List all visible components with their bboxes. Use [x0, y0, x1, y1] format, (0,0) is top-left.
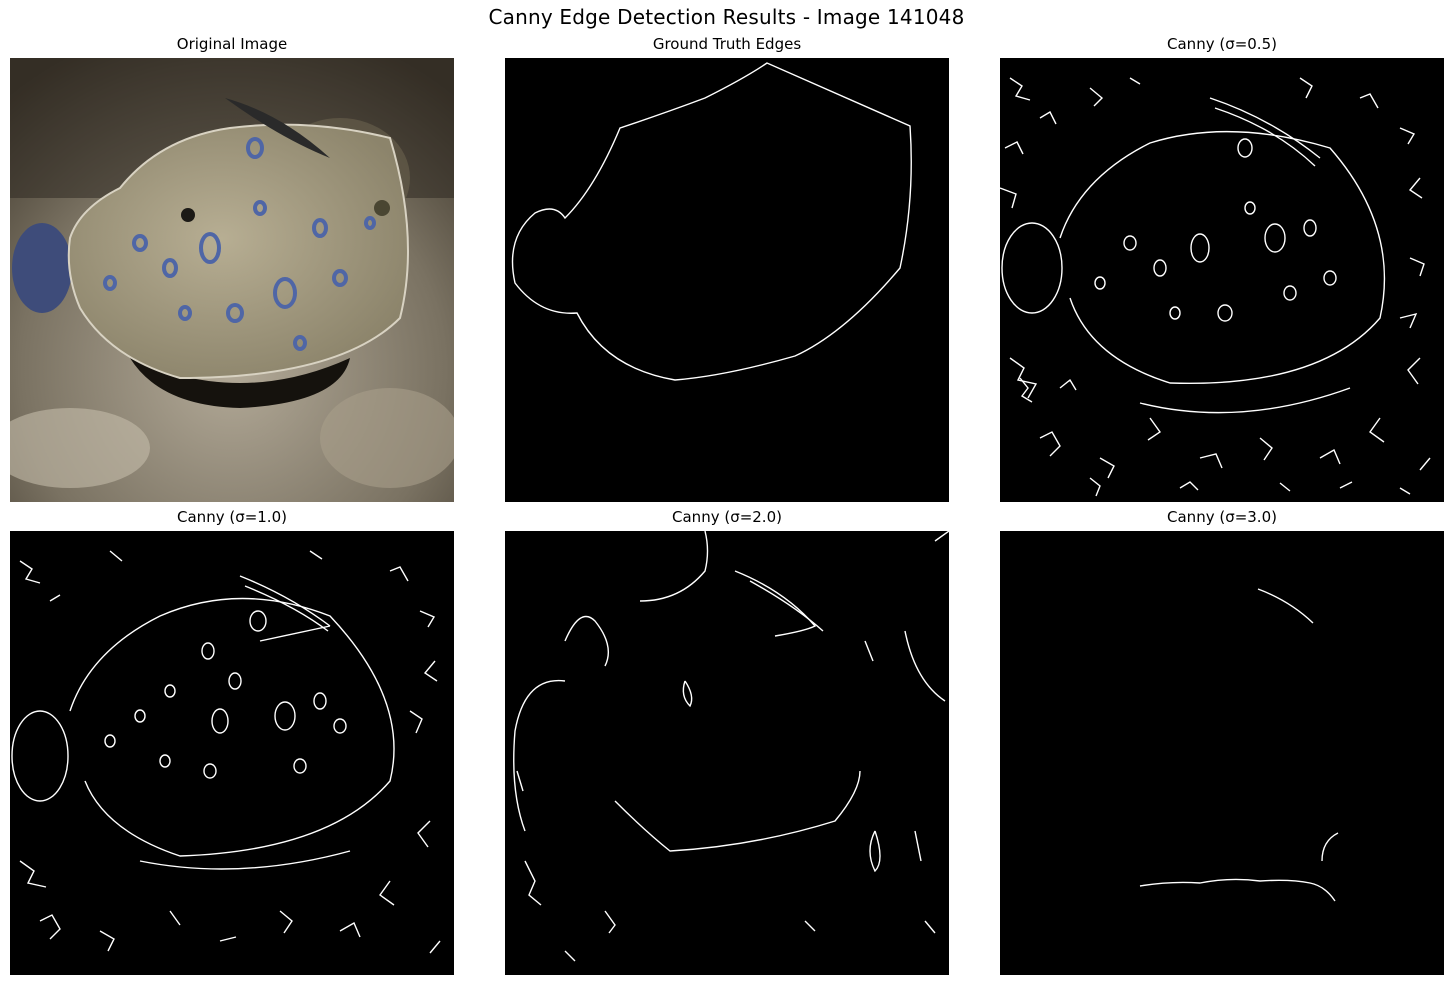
canny-sigma-2-0-edges [505, 531, 949, 975]
stingray-photo [10, 58, 454, 502]
panel-title-canny-0-5: Canny (σ=0.5) [1167, 35, 1277, 53]
canny-sigma-2-0-edge-map [505, 531, 949, 975]
panel-title-canny-3-0: Canny (σ=3.0) [1167, 508, 1277, 526]
original-image [10, 58, 454, 502]
canny-sigma-0-5-edges [1000, 58, 1444, 502]
panel-title-canny-2-0: Canny (σ=2.0) [672, 508, 782, 526]
canny-sigma-1-0-edges [10, 531, 454, 975]
fish-outline-edge [511, 62, 912, 381]
ground-truth-edge-map [505, 58, 949, 502]
figure-title: Canny Edge Detection Results - Image 141… [488, 5, 965, 29]
canny-sigma-0-5-edge-map [1000, 58, 1444, 502]
panel-title-canny-1-0: Canny (σ=1.0) [177, 508, 287, 526]
canny-sigma-1-0-edge-map [10, 531, 454, 975]
canny-sigma-3-0-edges [1000, 531, 1444, 975]
panel-title-ground-truth: Ground Truth Edges [652, 35, 802, 53]
panel-title-original: Original Image [176, 35, 288, 53]
canny-sigma-3-0-edge-map [1000, 531, 1444, 975]
ground-truth-edges [505, 58, 949, 502]
